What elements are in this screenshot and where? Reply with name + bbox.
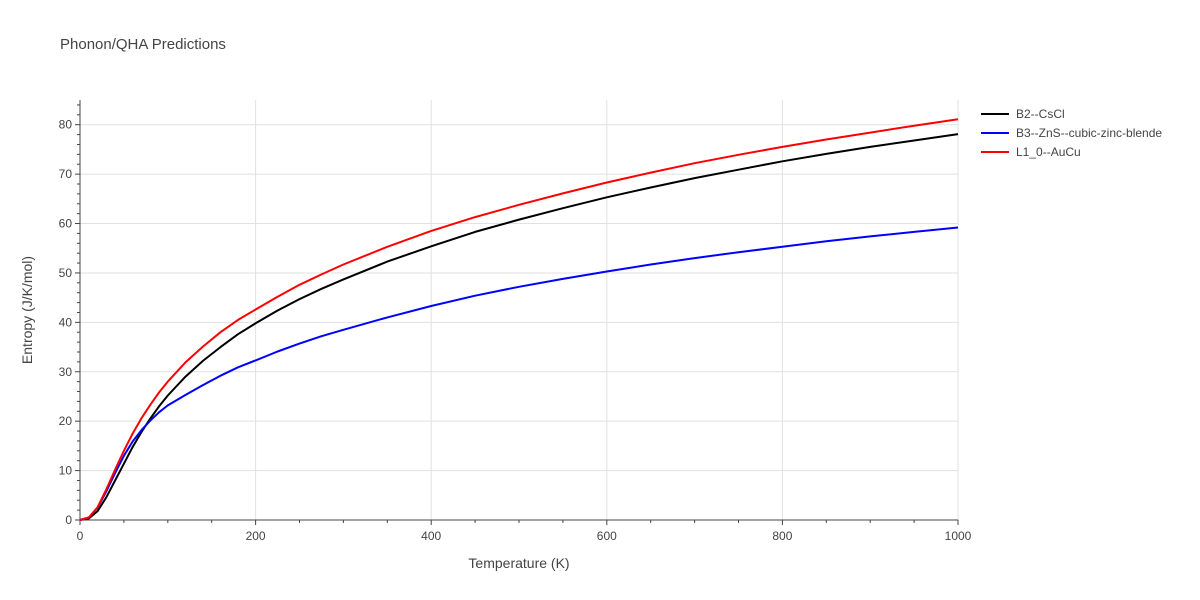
y-tick-label: 50 xyxy=(59,266,73,280)
y-tick-label: 30 xyxy=(59,365,73,379)
series-line[interactable] xyxy=(79,118,959,521)
legend-item[interactable]: L1_0--AuCu xyxy=(981,145,1081,159)
legend[interactable]: B2--CsCl B3--ZnS--cubic-zinc-blende L1_0--… xyxy=(981,107,1162,159)
axes xyxy=(75,100,959,525)
legend-item[interactable]: B3--ZnS--cubic-zinc-blende xyxy=(981,126,1162,140)
x-axis-title: Temperature (K) xyxy=(468,555,569,571)
legend-item[interactable]: B2--CsCl xyxy=(981,107,1065,121)
series-line[interactable] xyxy=(79,133,959,521)
x-tick-label: 0 xyxy=(77,529,84,543)
grid-lines xyxy=(80,100,959,520)
legend-label: B2--CsCl xyxy=(1016,107,1065,121)
x-tick-label: 1000 xyxy=(945,529,972,543)
x-tick-label: 800 xyxy=(772,529,792,543)
x-tick-label: 200 xyxy=(246,529,266,543)
y-tick-label: 10 xyxy=(59,464,73,478)
series-line[interactable] xyxy=(79,226,959,521)
legend-label: L1_0--AuCu xyxy=(1016,145,1081,159)
chart-title: Phonon/QHA Predictions xyxy=(60,36,226,53)
y-tick-label: 20 xyxy=(59,414,73,428)
y-tick-label: 60 xyxy=(59,217,73,231)
legend-label: B3--ZnS--cubic-zinc-blende xyxy=(1016,126,1162,140)
x-tick-label: 400 xyxy=(421,529,441,543)
x-tick-label: 600 xyxy=(597,529,617,543)
y-axis-title: Entropy (J/K/mol) xyxy=(19,256,35,364)
tick-labels: 0 200 400 600 800 1000 0 10 20 30 40 50 60 70 80 xyxy=(59,118,972,543)
y-tick-label: 40 xyxy=(59,315,73,329)
series-lines xyxy=(79,118,959,521)
y-tick-label: 0 xyxy=(65,513,72,527)
y-tick-label: 70 xyxy=(59,167,73,181)
y-tick-label: 80 xyxy=(59,118,73,132)
